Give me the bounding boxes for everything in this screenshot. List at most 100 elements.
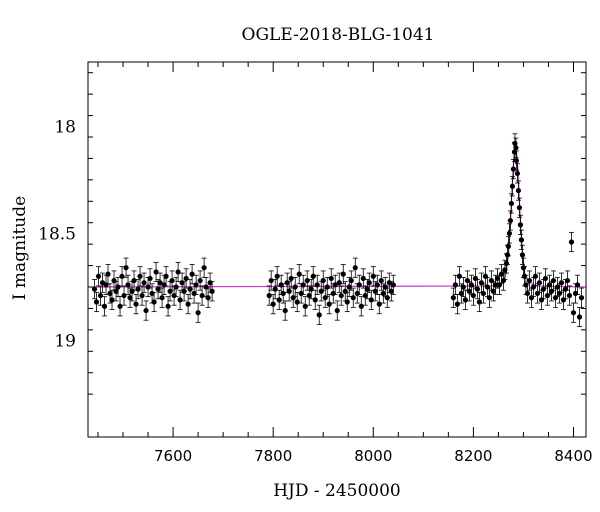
data-point bbox=[147, 275, 153, 282]
data-point bbox=[513, 157, 520, 164]
data-point bbox=[143, 307, 149, 314]
data-point bbox=[384, 295, 390, 301]
data-point bbox=[542, 275, 549, 282]
chart-title: OGLE-2018-BLG-1041 bbox=[242, 25, 435, 45]
data-point bbox=[314, 282, 320, 288]
data-point bbox=[564, 277, 571, 284]
data-point bbox=[362, 292, 368, 299]
data-point bbox=[175, 269, 181, 275]
data-point bbox=[515, 187, 522, 194]
data-point bbox=[494, 275, 501, 282]
data-point bbox=[282, 307, 288, 314]
data-point bbox=[153, 269, 159, 275]
y-axis-label: I magnitude bbox=[10, 196, 30, 300]
data-point bbox=[346, 284, 352, 290]
data-point bbox=[115, 284, 121, 290]
data-point bbox=[135, 286, 141, 292]
data-point bbox=[312, 297, 318, 303]
data-point bbox=[137, 273, 143, 279]
data-point bbox=[187, 286, 193, 292]
data-point bbox=[519, 252, 526, 258]
data-point bbox=[127, 295, 133, 301]
data-point bbox=[380, 290, 386, 297]
y-tick-label: 19 bbox=[54, 332, 76, 352]
data-point bbox=[95, 273, 102, 279]
y-tick-label: 18.5 bbox=[38, 224, 76, 244]
data-point bbox=[169, 277, 175, 284]
data-point bbox=[274, 273, 280, 279]
data-point bbox=[340, 271, 346, 277]
data-point bbox=[460, 284, 466, 290]
data-point bbox=[201, 265, 207, 271]
data-point bbox=[101, 303, 108, 309]
data-point bbox=[316, 312, 322, 318]
data-point bbox=[505, 243, 512, 249]
data-point bbox=[458, 290, 464, 297]
data-point bbox=[516, 205, 523, 211]
data-point bbox=[360, 275, 366, 282]
data-point bbox=[125, 282, 131, 288]
data-point bbox=[123, 265, 129, 271]
data-point bbox=[93, 299, 100, 305]
data-point bbox=[518, 237, 525, 243]
data-point bbox=[310, 273, 316, 279]
data-point bbox=[536, 280, 543, 286]
data-point bbox=[350, 295, 356, 301]
data-point bbox=[308, 286, 314, 292]
data-point bbox=[276, 297, 282, 303]
data-point bbox=[517, 222, 524, 228]
data-point bbox=[470, 292, 476, 299]
data-point bbox=[450, 295, 456, 301]
data-point bbox=[372, 288, 378, 294]
data-point bbox=[270, 301, 276, 307]
data-point bbox=[474, 286, 480, 292]
data-point bbox=[503, 260, 510, 267]
data-point bbox=[105, 271, 111, 277]
data-point bbox=[336, 280, 342, 286]
data-points-layer bbox=[91, 133, 585, 328]
data-point bbox=[506, 230, 513, 237]
data-point bbox=[119, 273, 125, 279]
data-point bbox=[306, 292, 312, 299]
data-point bbox=[578, 295, 585, 301]
data-point bbox=[508, 200, 515, 207]
data-point bbox=[91, 286, 98, 292]
data-point bbox=[492, 282, 499, 288]
data-point bbox=[332, 282, 338, 288]
data-point bbox=[320, 277, 326, 284]
data-point bbox=[328, 275, 334, 282]
data-point bbox=[141, 280, 147, 286]
data-point bbox=[272, 286, 278, 292]
data-point bbox=[546, 282, 553, 288]
data-point bbox=[388, 288, 394, 294]
data-point bbox=[532, 273, 539, 279]
data-point bbox=[288, 275, 294, 282]
data-point bbox=[366, 280, 372, 286]
data-point bbox=[266, 292, 272, 299]
x-tick-label: 7800 bbox=[254, 447, 292, 465]
data-point bbox=[159, 295, 165, 301]
data-point bbox=[524, 290, 531, 297]
data-point bbox=[476, 299, 482, 305]
data-point bbox=[352, 265, 358, 271]
data-point bbox=[526, 277, 533, 284]
data-point bbox=[507, 217, 514, 224]
data-point bbox=[300, 282, 306, 288]
data-point bbox=[185, 301, 191, 307]
data-point bbox=[139, 292, 145, 299]
data-point bbox=[133, 301, 139, 307]
data-point bbox=[498, 271, 505, 277]
axis-ticks bbox=[88, 62, 586, 437]
data-point bbox=[326, 301, 332, 307]
data-point bbox=[454, 301, 460, 307]
x-tick-label: 8400 bbox=[554, 447, 592, 465]
data-point bbox=[490, 288, 497, 294]
data-point bbox=[117, 303, 123, 309]
axis-tick-labels: 7600 7800 8000 8200 8400 18 18.5 19 bbox=[38, 117, 592, 465]
data-point bbox=[292, 284, 298, 290]
data-point bbox=[462, 297, 468, 303]
data-point bbox=[466, 288, 472, 294]
data-point bbox=[268, 277, 274, 284]
data-point bbox=[504, 252, 511, 258]
